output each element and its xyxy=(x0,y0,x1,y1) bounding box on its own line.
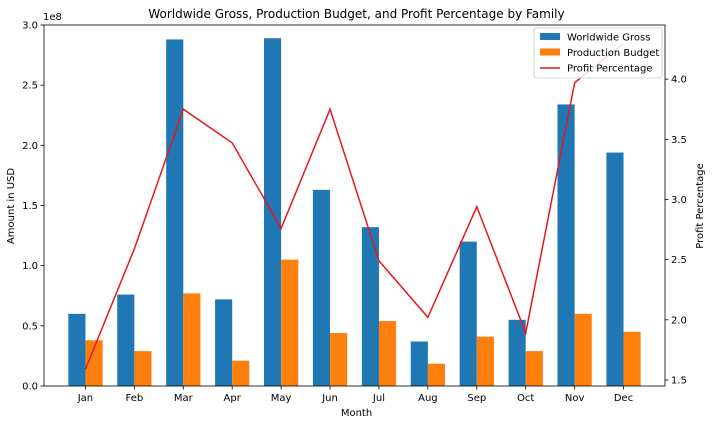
plot-area xyxy=(68,38,641,387)
x-tick-label-mar: Mar xyxy=(174,393,194,404)
x-tick-label-jan: Jan xyxy=(77,393,93,404)
y-tick-label-0: 0.0 xyxy=(22,382,38,393)
bar-production-budget-may xyxy=(281,259,299,386)
bar-worldwide-gross-oct xyxy=(508,319,526,386)
bar-worldwide-gross-sep xyxy=(459,241,477,386)
x-tick-label-nov: Nov xyxy=(565,393,585,404)
bar-production-budget-jan xyxy=(85,340,103,386)
bar-production-budget-feb xyxy=(134,351,152,386)
legend-label-production-budget: Production Budget xyxy=(567,48,659,59)
y2-axis-label: Profit Percentage xyxy=(695,163,706,249)
x-tick-label-dec: Dec xyxy=(614,393,633,404)
bar-production-budget-apr xyxy=(232,360,250,386)
x-axis-label: Month xyxy=(341,408,372,419)
bar-worldwide-gross-nov xyxy=(557,104,575,387)
y-tick-label-6: 3.0 xyxy=(22,21,38,32)
bar-worldwide-gross-jan xyxy=(68,313,86,386)
y-axis-offset-label: 1e8 xyxy=(43,12,62,23)
y2-tick-label-1: 2.0 xyxy=(671,315,687,326)
x-tick-label-jun: Jun xyxy=(321,393,338,404)
bar-worldwide-gross-feb xyxy=(117,294,135,386)
bar-production-budget-sep xyxy=(476,336,494,386)
bar-production-budget-jul xyxy=(378,321,397,386)
bar-production-budget-dec xyxy=(623,331,641,386)
legend-label-profit-percentage: Profit Percentage xyxy=(567,64,653,75)
x-tick-label-feb: Feb xyxy=(126,393,144,404)
y-tick-label-1: 0.5 xyxy=(22,321,38,332)
bar-production-budget-jun xyxy=(330,333,348,386)
bar-production-budget-mar xyxy=(183,293,201,386)
x-tick-label-aug: Aug xyxy=(418,393,438,404)
y2-tick-label-4: 3.5 xyxy=(671,135,687,146)
bar-worldwide-gross-apr xyxy=(215,299,233,386)
legend-label-worldwide-gross: Worldwide Gross xyxy=(567,33,650,44)
x-tick-label-may: May xyxy=(271,393,292,404)
bar-production-budget-oct xyxy=(525,351,543,386)
y2-tick-label-2: 2.5 xyxy=(671,255,687,266)
legend-box xyxy=(533,27,663,79)
y-tick-label-3: 1.5 xyxy=(22,201,38,212)
x-tick-label-oct: Oct xyxy=(517,393,534,404)
x-tick-label-jul: Jul xyxy=(372,393,385,404)
bar-worldwide-gross-mar xyxy=(166,39,184,386)
bar-worldwide-gross-jun xyxy=(312,189,331,386)
x-tick-label-sep: Sep xyxy=(467,393,486,404)
bar-worldwide-gross-aug xyxy=(410,341,428,386)
legend: Worldwide Gross Production Budget Profit P… xyxy=(533,27,663,79)
y2-tick-label-3: 3.0 xyxy=(671,195,687,206)
y-axis-label: Amount in USD xyxy=(6,168,17,244)
axes: Jan Feb Mar Apr May Jun Jul Aug Sep Oct Nov Dec 0.0 0… xyxy=(22,21,687,405)
legend-swatch-worldwide-gross xyxy=(540,33,560,40)
x-tick-label-apr: Apr xyxy=(224,393,242,404)
y-tick-label-2: 1.0 xyxy=(22,261,38,272)
chart-title: Worldwide Gross, Production Budget, and … xyxy=(148,7,564,21)
y2-tick-label-0: 1.5 xyxy=(671,375,687,386)
y2-tick-label-5: 4.0 xyxy=(671,75,687,86)
bar-production-budget-nov xyxy=(574,313,592,386)
bar-worldwide-gross-jul xyxy=(361,227,379,386)
bar-worldwide-gross-dec xyxy=(606,152,624,386)
y-tick-label-4: 2.0 xyxy=(22,141,38,152)
bar-production-budget-aug xyxy=(427,363,445,386)
legend-swatch-production-budget xyxy=(540,48,560,56)
line-profit-percentage xyxy=(84,42,625,370)
y-tick-label-5: 2.5 xyxy=(22,81,38,92)
